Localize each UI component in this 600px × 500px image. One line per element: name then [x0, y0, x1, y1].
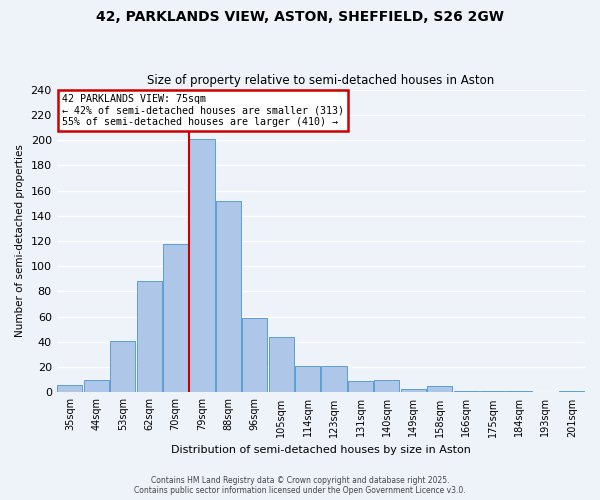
Bar [322, 366, 347, 392]
Bar [190, 139, 215, 392]
Bar [401, 388, 426, 392]
Bar [110, 340, 135, 392]
Bar [480, 391, 505, 392]
Title: Size of property relative to semi-detached houses in Aston: Size of property relative to semi-detach… [147, 74, 494, 87]
Bar [242, 318, 268, 392]
Bar [295, 366, 320, 392]
Bar [58, 385, 82, 392]
Text: Contains HM Land Registry data © Crown copyright and database right 2025.
Contai: Contains HM Land Registry data © Crown c… [134, 476, 466, 495]
Y-axis label: Number of semi-detached properties: Number of semi-detached properties [15, 144, 25, 338]
X-axis label: Distribution of semi-detached houses by size in Aston: Distribution of semi-detached houses by … [171, 445, 471, 455]
Bar [137, 282, 161, 393]
Bar [348, 381, 373, 392]
Text: 42 PARKLANDS VIEW: 75sqm
← 42% of semi-detached houses are smaller (313)
55% of : 42 PARKLANDS VIEW: 75sqm ← 42% of semi-d… [62, 94, 344, 128]
Bar [374, 380, 400, 392]
Bar [427, 386, 452, 392]
Bar [506, 391, 532, 392]
Bar [559, 391, 584, 392]
Bar [84, 380, 109, 392]
Bar [216, 200, 241, 392]
Bar [163, 244, 188, 392]
Text: 42, PARKLANDS VIEW, ASTON, SHEFFIELD, S26 2GW: 42, PARKLANDS VIEW, ASTON, SHEFFIELD, S2… [96, 10, 504, 24]
Bar [269, 337, 294, 392]
Bar [454, 391, 479, 392]
